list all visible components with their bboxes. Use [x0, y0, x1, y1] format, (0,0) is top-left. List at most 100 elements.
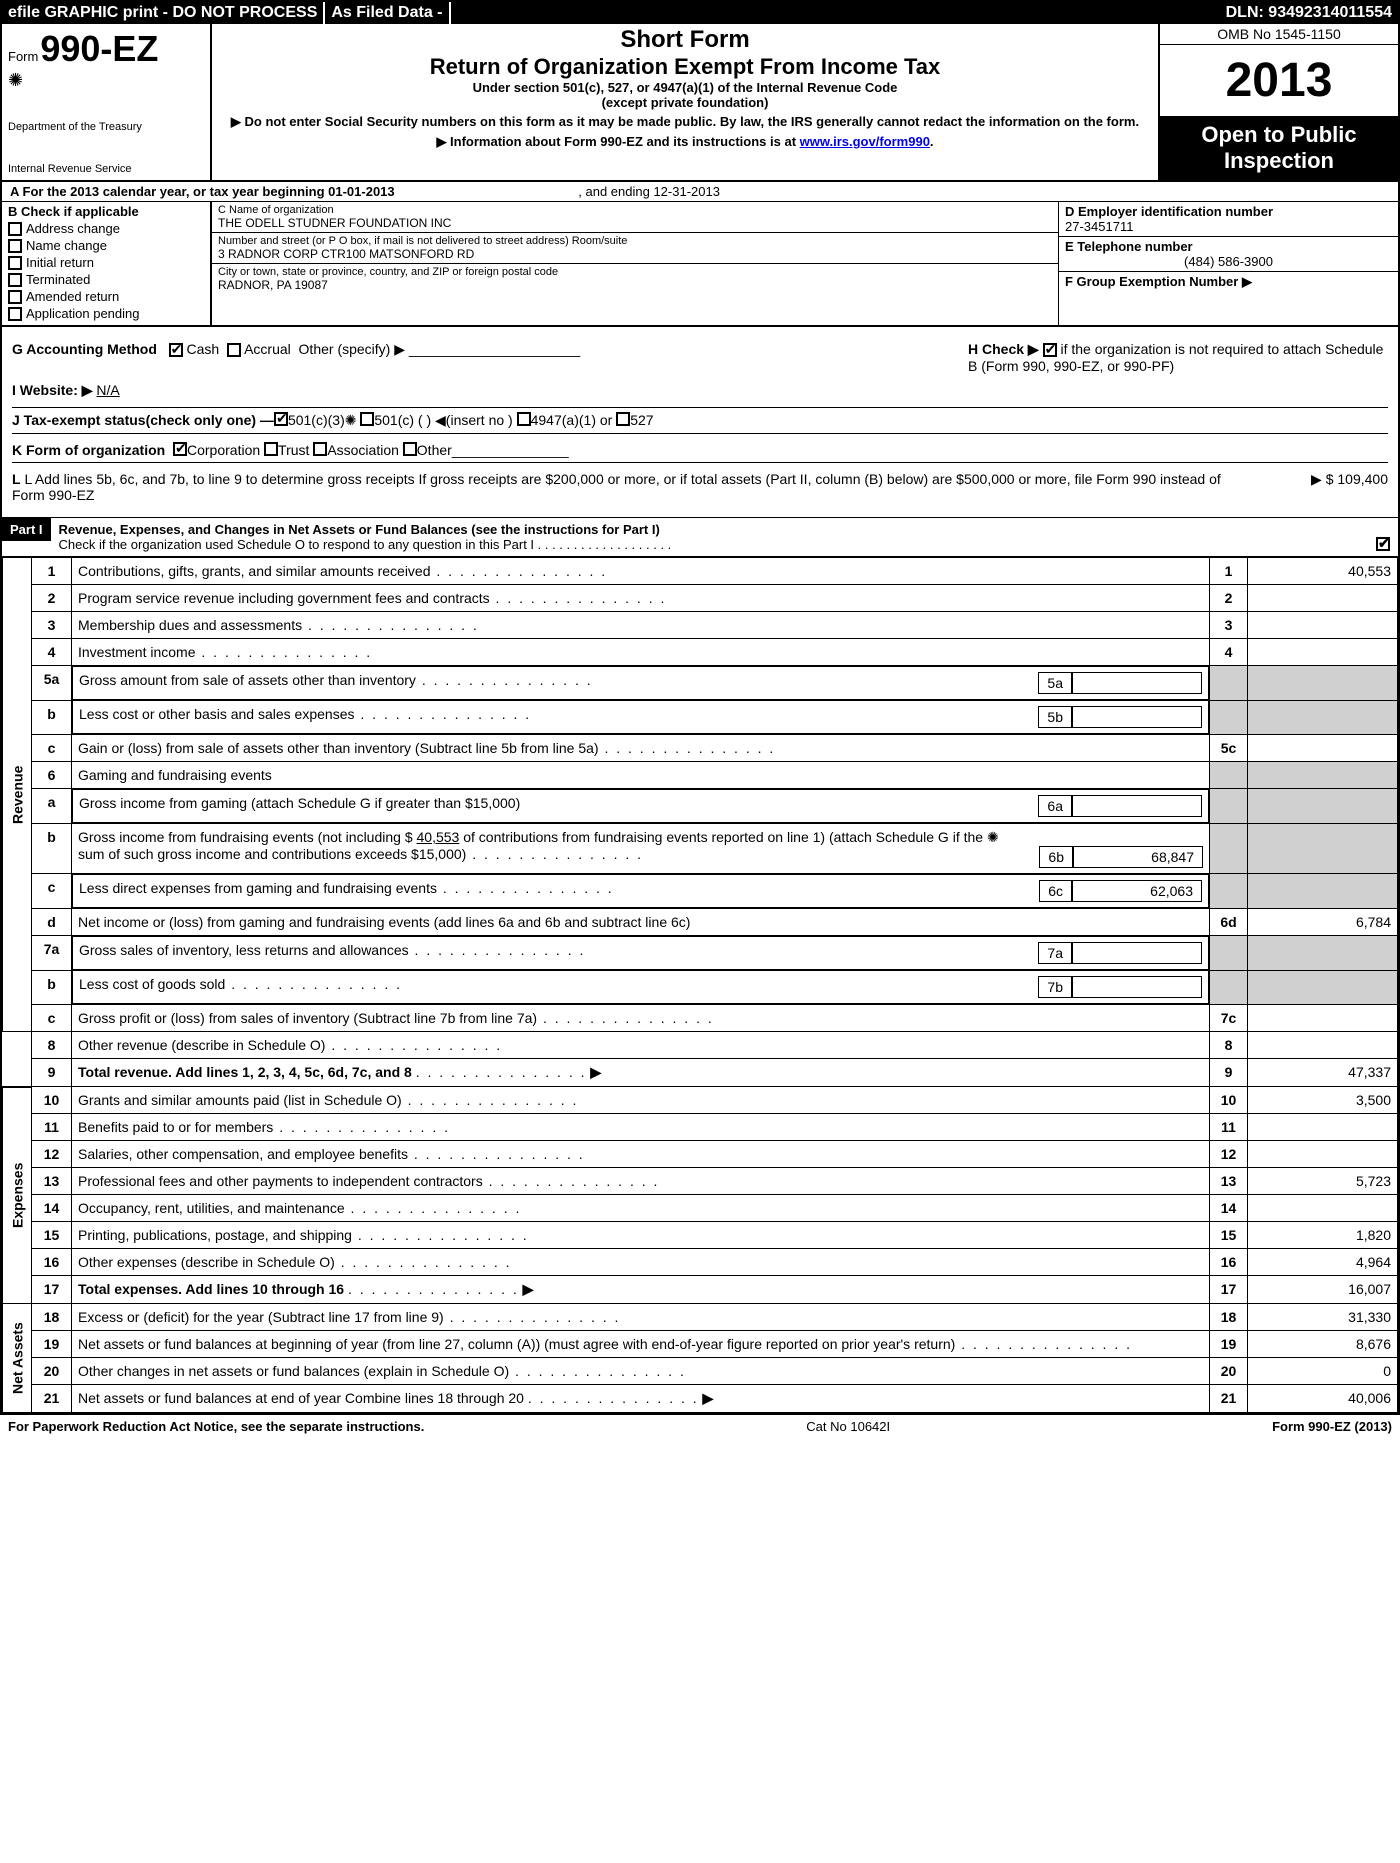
chk-other-org[interactable]: [403, 442, 417, 456]
phone-value: (484) 586-3900: [1065, 254, 1392, 269]
info-note: ▶ Information about Form 990-EZ and its …: [222, 134, 1148, 150]
line-j: J Tax-exempt status(check only one) — 50…: [12, 407, 1388, 434]
section-c: C Name of organization THE ODELL STUDNER…: [212, 202, 1058, 325]
chk-initial-return[interactable]: [8, 256, 22, 270]
val-18: 31,330: [1248, 1304, 1398, 1331]
chk-501c[interactable]: [360, 412, 374, 426]
side-revenue: Revenue: [3, 558, 32, 1032]
dln: DLN: 93492314011554: [1220, 2, 1398, 24]
ein-value: 27-3451711: [1065, 219, 1133, 234]
val-7c: [1248, 1005, 1398, 1032]
val-6b: 68,847: [1073, 846, 1203, 868]
street-address: 3 RADNOR CORP CTR100 MATSONFORD RD: [218, 247, 1052, 261]
val-13: 5,723: [1248, 1168, 1398, 1195]
chk-schedule-b[interactable]: [1043, 343, 1057, 357]
ssn-note: ▶ Do not enter Social Security numbers o…: [222, 114, 1148, 130]
chk-527[interactable]: [616, 412, 630, 426]
val-20: 0: [1248, 1358, 1398, 1385]
chk-address-change[interactable]: [8, 222, 22, 236]
omb-number: OMB No 1545-1150: [1160, 24, 1398, 45]
org-name: THE ODELL STUDNER FOUNDATION INC: [218, 216, 1052, 230]
chk-501c3[interactable]: [274, 412, 288, 426]
val-17: 16,007: [1248, 1276, 1398, 1304]
chk-cash[interactable]: [169, 343, 183, 357]
line-i: I Website: ▶ N/A: [12, 382, 1388, 399]
chk-schedule-o[interactable]: [1376, 537, 1390, 551]
chk-assoc[interactable]: [313, 442, 327, 456]
form-990ez: efile GRAPHIC print - DO NOT PROCESS As …: [0, 0, 1400, 1415]
chk-trust[interactable]: [264, 442, 278, 456]
val-19: 8,676: [1248, 1331, 1398, 1358]
irs-link[interactable]: www.irs.gov/form990: [800, 134, 930, 149]
website-value: N/A: [96, 382, 119, 399]
form-header: Form 990-EZ ✺ Department of the Treasury…: [2, 24, 1398, 182]
val-1: 40,553: [1248, 558, 1398, 585]
org-name-label: C Name of organization: [218, 204, 1052, 216]
line-k: K Form of organization Corporation Trust…: [12, 442, 1388, 463]
val-15: 1,820: [1248, 1222, 1398, 1249]
header-mid: Short Form Return of Organization Exempt…: [212, 24, 1158, 180]
part1-label: Part I: [2, 518, 51, 541]
efile-text: efile GRAPHIC print - DO NOT PROCESS: [2, 2, 325, 24]
page-footer: For Paperwork Reduction Act Notice, see …: [0, 1415, 1400, 1438]
val-21: 40,006: [1248, 1385, 1398, 1413]
form-ref: Form 990-EZ (2013): [1272, 1419, 1392, 1434]
val-8: [1248, 1032, 1398, 1059]
val-9: 47,337: [1248, 1059, 1398, 1087]
line-g: G Accounting Method Cash Accrual Other (…: [12, 341, 968, 374]
part1-title: Revenue, Expenses, and Changes in Net As…: [51, 518, 1398, 556]
group-exemption-label: F Group Exemption Number: [1065, 274, 1238, 289]
gross-receipts: ▶ $ 109,400: [1228, 471, 1388, 503]
except-foundation: (except private foundation): [222, 95, 1148, 110]
return-title: Return of Organization Exempt From Incom…: [222, 54, 1148, 80]
part1-table: Revenue 1Contributions, gifts, grants, a…: [2, 557, 1398, 1413]
section-b-title: B Check if applicable: [8, 204, 204, 219]
asfiled-text: As Filed Data -: [325, 2, 450, 24]
header-left: Form 990-EZ ✺ Department of the Treasury…: [2, 24, 212, 180]
chk-terminated[interactable]: [8, 273, 22, 287]
ein-label: D Employer identification number: [1065, 204, 1273, 219]
section-def: D Employer identification number 27-3451…: [1058, 202, 1398, 325]
val-14: [1248, 1195, 1398, 1222]
chk-amended[interactable]: [8, 290, 22, 304]
city-state-zip: RADNOR, PA 19087: [218, 278, 1052, 292]
under-section: Under section 501(c), 527, or 4947(a)(1)…: [222, 80, 1148, 95]
open-to-public: Open to Public Inspection: [1160, 116, 1398, 180]
chk-4947[interactable]: [517, 412, 531, 426]
side-expenses: Expenses: [3, 1087, 32, 1304]
val-2: [1248, 585, 1398, 612]
val-11: [1248, 1114, 1398, 1141]
chk-accrual[interactable]: [227, 343, 241, 357]
cat-no: Cat No 10642I: [424, 1419, 1272, 1434]
short-form-label: Short Form: [222, 26, 1148, 54]
val-4: [1248, 639, 1398, 666]
paperwork-notice: For Paperwork Reduction Act Notice, see …: [8, 1419, 424, 1434]
val-10: 3,500: [1248, 1087, 1398, 1114]
line-l: L L Add lines 5b, 6c, and 7b, to line 9 …: [12, 471, 1388, 503]
val-3: [1248, 612, 1398, 639]
side-netassets: Net Assets: [3, 1304, 32, 1413]
chk-name-change[interactable]: [8, 239, 22, 253]
val-6c: 62,063: [1072, 880, 1202, 902]
header-right: OMB No 1545-1150 2013 Open to Public Ins…: [1158, 24, 1398, 180]
chk-app-pending[interactable]: [8, 307, 22, 321]
dept-irs: Internal Revenue Service: [8, 163, 204, 175]
line-h: H Check ▶ if the organization is not req…: [968, 341, 1388, 374]
phone-label: E Telephone number: [1065, 239, 1193, 254]
val-6d: 6,784: [1248, 909, 1398, 936]
tax-year: 2013: [1160, 45, 1398, 116]
efile-topbar: efile GRAPHIC print - DO NOT PROCESS As …: [2, 2, 1398, 24]
val-12: [1248, 1141, 1398, 1168]
dept-treasury: Department of the Treasury: [8, 121, 204, 133]
chk-corp[interactable]: [173, 442, 187, 456]
section-b: B Check if applicable Address change Nam…: [2, 202, 212, 325]
street-label: Number and street (or P O box, if mail i…: [218, 235, 1052, 247]
section-bcdef: B Check if applicable Address change Nam…: [2, 202, 1398, 327]
part1-header: Part I Revenue, Expenses, and Changes in…: [2, 518, 1398, 557]
val-5c: [1248, 735, 1398, 762]
val-16: 4,964: [1248, 1249, 1398, 1276]
city-label: City or town, state or province, country…: [218, 266, 1052, 278]
form-number: Form 990-EZ: [8, 28, 204, 70]
section-a-taxyear: A For the 2013 calendar year, or tax yea…: [2, 182, 1398, 202]
section-g-to-l: G Accounting Method Cash Accrual Other (…: [2, 327, 1398, 518]
